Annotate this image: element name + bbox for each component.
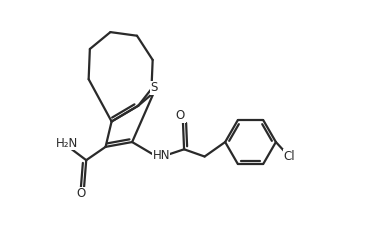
Text: O: O xyxy=(77,188,86,200)
Text: Cl: Cl xyxy=(283,150,295,163)
Text: S: S xyxy=(150,81,157,94)
Text: H₂N: H₂N xyxy=(56,137,78,150)
Text: O: O xyxy=(176,109,185,122)
Text: HN: HN xyxy=(153,149,170,162)
